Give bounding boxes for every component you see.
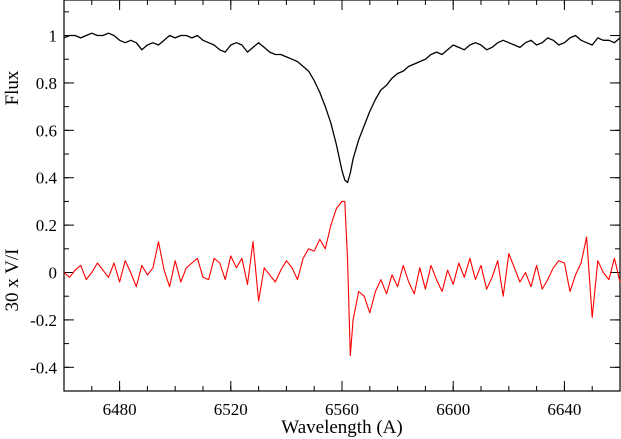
tick-labels: 6480 6520 6560 6600 6640 -0.4 -0.2 0 0.2 0.4 0.6 0.… [30,27,581,419]
x-tick-label: 6480 [103,400,137,419]
stokes-v-line [63,200,621,357]
y-tick-label: 1 [49,27,58,46]
y-tick-label: 0.4 [36,169,58,188]
axis-ticks [63,0,621,392]
y-tick-label: 0.6 [36,121,57,140]
x-tick-label: 6560 [325,400,359,419]
y-tick-label: 0.8 [36,74,57,93]
plot-frame [63,0,621,392]
x-tick-label: 6600 [436,400,470,419]
x-tick-label: 6640 [547,400,581,419]
flux-line [63,32,621,184]
series-layer [63,32,621,357]
y-tick-label: -0.4 [30,358,57,377]
y-axis-label-vi: 30 x V/I [2,249,23,312]
x-axis-label: Wavelength (A) [281,417,402,438]
x-tick-label: 6520 [214,400,248,419]
y-tick-label: 0.2 [36,216,57,235]
y-tick-label: 0 [49,264,58,283]
y-tick-label: -0.2 [30,311,57,330]
y-axis-label-flux: Flux [2,70,23,105]
